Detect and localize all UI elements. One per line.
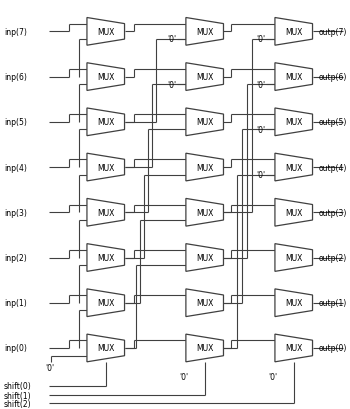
Polygon shape xyxy=(87,18,125,46)
Polygon shape xyxy=(186,154,224,182)
Text: inp(4): inp(4) xyxy=(4,163,27,172)
Text: MUX: MUX xyxy=(97,208,114,217)
Text: '0': '0' xyxy=(256,126,265,135)
Polygon shape xyxy=(275,334,313,362)
Polygon shape xyxy=(275,244,313,272)
Polygon shape xyxy=(275,199,313,227)
Text: outp(2): outp(2) xyxy=(319,254,347,262)
Text: '0': '0' xyxy=(167,81,176,90)
Text: outp(0): outp(0) xyxy=(319,344,347,353)
Text: MUX: MUX xyxy=(285,208,302,217)
Polygon shape xyxy=(186,289,224,317)
Text: '0': '0' xyxy=(256,36,265,44)
Text: '0': '0' xyxy=(256,171,265,180)
Text: MUX: MUX xyxy=(285,73,302,82)
Text: MUX: MUX xyxy=(97,118,114,127)
Polygon shape xyxy=(275,63,313,91)
Text: MUX: MUX xyxy=(196,73,214,82)
Text: inp(0): inp(0) xyxy=(4,344,27,353)
Text: '0': '0' xyxy=(167,36,176,44)
Polygon shape xyxy=(275,109,313,136)
Text: outp(6): outp(6) xyxy=(319,73,347,82)
Text: outp(5): outp(5) xyxy=(319,118,347,127)
Text: '0': '0' xyxy=(256,81,265,90)
Text: outp(4): outp(4) xyxy=(319,163,347,172)
Polygon shape xyxy=(87,199,125,227)
Text: MUX: MUX xyxy=(97,73,114,82)
Text: MUX: MUX xyxy=(97,28,114,37)
Polygon shape xyxy=(87,109,125,136)
Text: inp(2): inp(2) xyxy=(4,254,27,262)
Polygon shape xyxy=(186,199,224,227)
Text: MUX: MUX xyxy=(196,118,214,127)
Polygon shape xyxy=(275,154,313,182)
Polygon shape xyxy=(186,109,224,136)
Text: inp(7): inp(7) xyxy=(4,28,27,37)
Text: MUX: MUX xyxy=(285,254,302,262)
Text: shift(2): shift(2) xyxy=(4,399,32,408)
Polygon shape xyxy=(87,334,125,362)
Text: shift(0): shift(0) xyxy=(4,381,32,390)
Text: outp(3): outp(3) xyxy=(319,208,347,217)
Polygon shape xyxy=(275,18,313,46)
Text: MUX: MUX xyxy=(97,344,114,353)
Text: inp(1): inp(1) xyxy=(4,299,27,308)
Polygon shape xyxy=(87,154,125,182)
Text: inp(3): inp(3) xyxy=(4,208,27,217)
Text: MUX: MUX xyxy=(285,118,302,127)
Polygon shape xyxy=(87,63,125,91)
Text: MUX: MUX xyxy=(196,344,214,353)
Text: outp(1): outp(1) xyxy=(319,299,347,308)
Text: MUX: MUX xyxy=(196,28,214,37)
Polygon shape xyxy=(275,289,313,317)
Text: inp(6): inp(6) xyxy=(4,73,27,82)
Text: '0': '0' xyxy=(268,372,278,381)
Polygon shape xyxy=(186,334,224,362)
Text: MUX: MUX xyxy=(97,299,114,308)
Text: MUX: MUX xyxy=(285,163,302,172)
Text: MUX: MUX xyxy=(196,254,214,262)
Text: MUX: MUX xyxy=(196,163,214,172)
Text: MUX: MUX xyxy=(97,163,114,172)
Polygon shape xyxy=(186,63,224,91)
Polygon shape xyxy=(87,289,125,317)
Text: inp(5): inp(5) xyxy=(4,118,27,127)
Text: MUX: MUX xyxy=(285,28,302,37)
Text: MUX: MUX xyxy=(196,299,214,308)
Text: shift(1): shift(1) xyxy=(4,391,32,400)
Polygon shape xyxy=(186,18,224,46)
Text: '0': '0' xyxy=(179,372,188,381)
Text: outp(7): outp(7) xyxy=(319,28,347,37)
Text: MUX: MUX xyxy=(285,299,302,308)
Text: MUX: MUX xyxy=(97,254,114,262)
Polygon shape xyxy=(87,244,125,272)
Text: MUX: MUX xyxy=(196,208,214,217)
Text: '0': '0' xyxy=(45,364,54,373)
Text: MUX: MUX xyxy=(285,344,302,353)
Polygon shape xyxy=(186,244,224,272)
